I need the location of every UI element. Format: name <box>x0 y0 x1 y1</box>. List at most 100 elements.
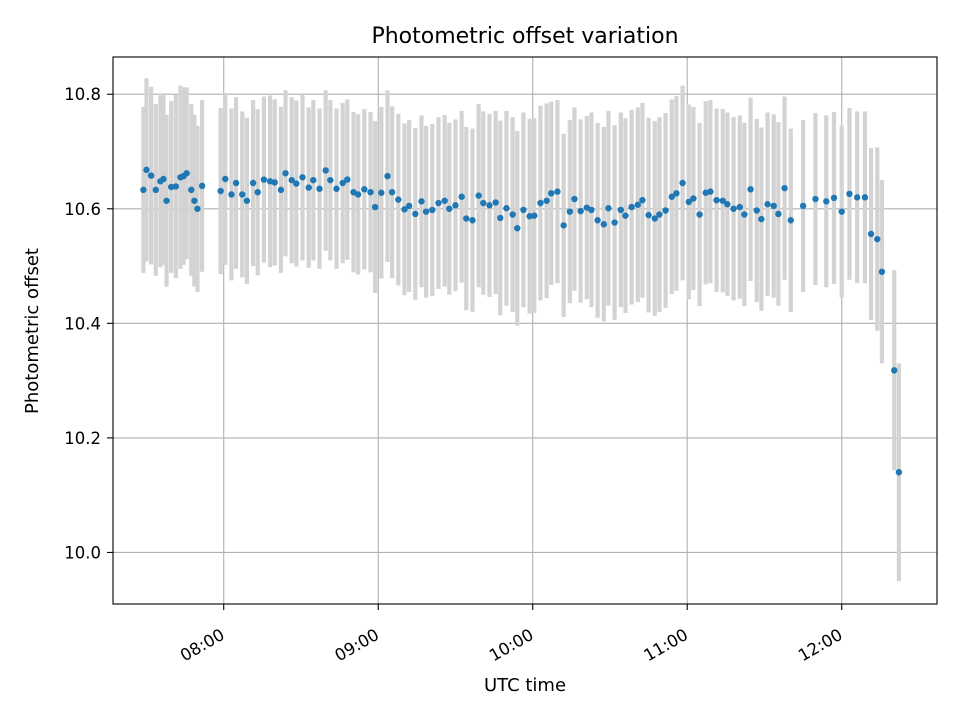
data-point <box>668 193 675 200</box>
data-point <box>758 215 765 223</box>
data-point <box>194 205 201 212</box>
data-point <box>371 203 379 211</box>
data-point <box>719 197 726 204</box>
data-point <box>140 186 147 194</box>
data-point <box>293 180 300 187</box>
data-point <box>622 212 629 219</box>
data-point <box>571 195 578 203</box>
x-axis-label: UTC time <box>484 675 566 696</box>
data-point <box>656 211 663 218</box>
y-tick-label: 10.8 <box>64 85 101 104</box>
data-point <box>594 217 601 224</box>
data-point <box>254 188 261 196</box>
data-point <box>228 191 235 198</box>
data-point <box>514 225 521 232</box>
data-point <box>617 206 624 214</box>
data-point <box>662 207 669 214</box>
data-point <box>378 189 385 196</box>
data-point <box>463 215 470 222</box>
data-point <box>639 196 646 204</box>
data-point <box>543 197 550 204</box>
data-point <box>707 188 714 195</box>
data-point <box>853 194 861 201</box>
data-point <box>249 179 257 187</box>
data-point <box>531 212 538 219</box>
data-point <box>243 197 251 204</box>
x-axis-ticks: 08:00 09:00 10:00 11:00 12:00 <box>177 604 846 665</box>
data-point <box>486 202 493 209</box>
data-point <box>277 186 285 194</box>
data-point <box>412 210 419 218</box>
data-point <box>867 230 875 238</box>
data-point <box>775 210 782 218</box>
data-point <box>147 172 155 179</box>
data-point <box>405 202 413 210</box>
data-point <box>560 222 567 229</box>
data-point <box>764 201 771 208</box>
data-point <box>429 206 436 214</box>
data-point <box>651 215 658 222</box>
data-point <box>497 214 504 222</box>
data-point <box>799 202 807 210</box>
data-point <box>222 175 229 183</box>
error-bars <box>141 78 901 582</box>
data-point <box>183 170 190 177</box>
data-point <box>232 179 240 187</box>
data-point <box>198 182 206 190</box>
data-point <box>143 166 150 174</box>
data-point <box>520 206 527 214</box>
data-point <box>188 186 195 194</box>
data-point <box>492 199 499 206</box>
x-tick-label: 11:00 <box>641 625 692 665</box>
x-tick-label: 09:00 <box>332 625 383 665</box>
data-point <box>673 190 680 197</box>
data-point <box>566 208 574 215</box>
data-point <box>458 193 465 200</box>
data-point <box>475 192 482 199</box>
data-point <box>823 198 830 205</box>
data-point <box>260 176 268 183</box>
data-point <box>741 211 748 218</box>
data-point <box>191 197 198 204</box>
data-point <box>753 207 760 214</box>
data-point <box>685 198 692 206</box>
data-point <box>152 186 159 194</box>
data-point <box>435 199 442 207</box>
data-point <box>878 268 886 275</box>
data-point <box>469 217 476 224</box>
y-tick-label: 10.0 <box>64 543 101 562</box>
data-point <box>395 196 402 203</box>
data-point <box>696 211 703 218</box>
data-point <box>282 170 289 177</box>
data-point <box>354 191 362 198</box>
x-tick-label: 10:00 <box>486 625 537 665</box>
data-point <box>634 201 641 208</box>
data-point <box>611 219 618 226</box>
data-point <box>367 188 374 196</box>
y-axis-ticks: 10.0 10.2 10.4 10.6 10.8 <box>64 85 113 562</box>
data-point <box>812 195 819 203</box>
data-point <box>384 172 391 180</box>
data-point <box>361 186 368 193</box>
data-point <box>480 199 487 207</box>
data-point <box>401 206 408 213</box>
data-point <box>172 183 180 190</box>
data-point <box>167 183 175 191</box>
x-tick-label: 08:00 <box>177 625 228 665</box>
data-point <box>861 194 869 201</box>
data-point <box>770 202 777 210</box>
data-point <box>690 195 697 202</box>
data-points <box>140 166 903 476</box>
data-point <box>724 201 731 208</box>
data-point <box>339 179 346 187</box>
data-point <box>781 184 788 192</box>
data-point <box>271 179 278 186</box>
data-point <box>838 208 845 215</box>
data-point <box>787 217 794 224</box>
data-point <box>305 184 312 191</box>
data-point <box>645 211 652 219</box>
data-point <box>588 206 595 214</box>
y-tick-label: 10.4 <box>64 314 101 333</box>
data-point <box>422 208 430 215</box>
